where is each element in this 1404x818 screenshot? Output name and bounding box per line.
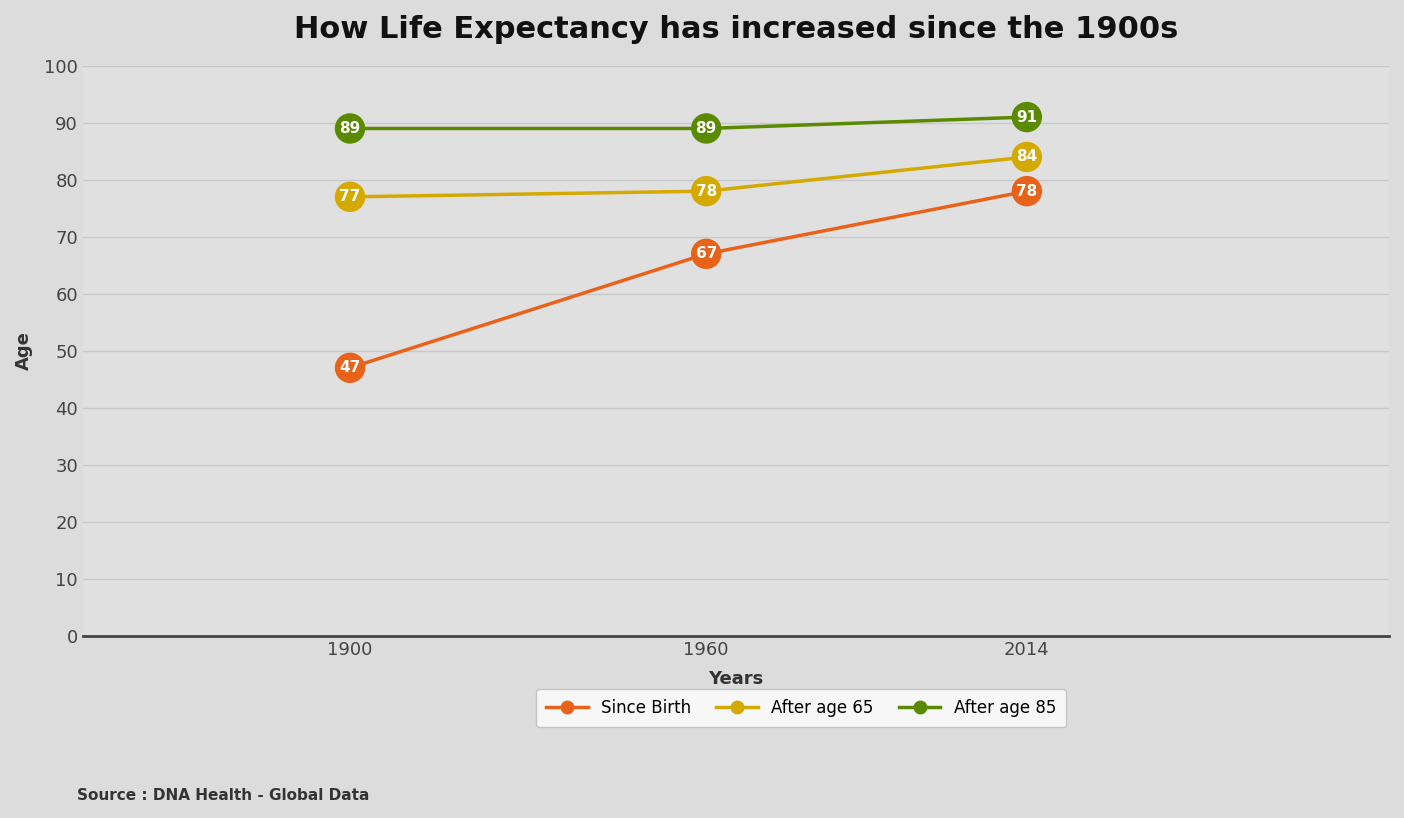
Text: 78: 78 <box>1016 184 1038 199</box>
Legend: Since Birth, After age 65, After age 85: Since Birth, After age 65, After age 85 <box>536 689 1066 727</box>
Point <box>1015 185 1038 198</box>
Point <box>1015 110 1038 124</box>
Y-axis label: Age: Age <box>15 331 34 371</box>
Text: 47: 47 <box>340 360 361 375</box>
Point <box>338 122 361 135</box>
Text: 91: 91 <box>1016 110 1038 124</box>
Text: 84: 84 <box>1016 150 1038 164</box>
Title: How Life Expectancy has increased since the 1900s: How Life Expectancy has increased since … <box>293 15 1178 44</box>
Text: 89: 89 <box>340 121 361 136</box>
Text: 77: 77 <box>340 189 361 204</box>
Point <box>1015 151 1038 164</box>
Point <box>695 122 717 135</box>
Point <box>695 247 717 260</box>
Text: Source : DNA Health - Global Data: Source : DNA Health - Global Data <box>77 789 369 803</box>
X-axis label: Years: Years <box>708 670 764 688</box>
Text: 67: 67 <box>695 246 717 261</box>
Point <box>338 362 361 375</box>
Text: 78: 78 <box>695 184 717 199</box>
Text: 89: 89 <box>695 121 717 136</box>
Point <box>695 185 717 198</box>
Point <box>338 191 361 204</box>
